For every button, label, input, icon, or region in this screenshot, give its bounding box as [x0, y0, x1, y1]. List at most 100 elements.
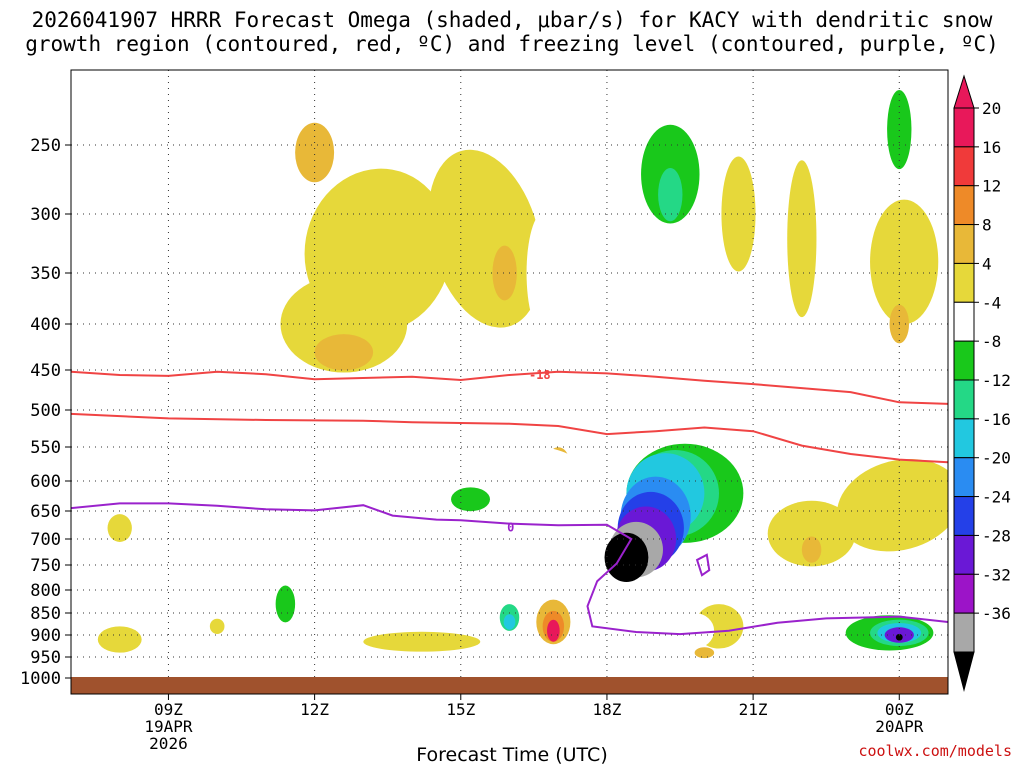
- omega-region--4-26: [636, 316, 695, 389]
- omega-region-4-9: [97, 626, 142, 653]
- y-tick-label-450: 450: [30, 361, 61, 381]
- colorbar-swatch--16: [953, 418, 975, 459]
- y-tick-label-600: 600: [30, 472, 61, 492]
- x-tick-label-21Z: 21Z: [739, 700, 768, 719]
- colorbar-label-16: 16: [982, 138, 1001, 157]
- y-tick-label-700: 700: [30, 530, 61, 550]
- colorbar-label--20: -20: [982, 449, 1011, 468]
- colorbar-max-triangle: [953, 74, 975, 109]
- omega-region-8-18: [694, 647, 715, 659]
- colorbar-swatch--28: [953, 534, 975, 575]
- y-tick-label-800: 800: [30, 581, 61, 601]
- x-tick-label-00Z: 00Z: [885, 700, 914, 719]
- colorbar-swatch--12: [953, 379, 975, 420]
- colorbar-swatch-12: [953, 185, 975, 226]
- x-tick-label-18Z: 18Z: [592, 700, 621, 719]
- x-tick-label-09Z: 09Z: [154, 700, 183, 719]
- colorbar-label--28: -28: [982, 526, 1011, 545]
- x-tick-year-09Z: 2026: [149, 734, 188, 753]
- colorbar-label-20: 20: [982, 99, 1001, 118]
- y-tick-label-500: 500: [30, 401, 61, 421]
- y-tick-label-300: 300: [30, 205, 61, 225]
- colorbar-label--24: -24: [982, 488, 1011, 507]
- chart-title-line1: 2026041907 HRRR Forecast Omega (shaded, …: [31, 8, 993, 32]
- omega-region-4-5: [870, 199, 939, 325]
- y-tick-label-650: 650: [30, 502, 61, 522]
- colorbar-min-triangle: [953, 651, 975, 692]
- freezing-level-loop: [695, 553, 711, 577]
- omega-region-8-14: [314, 334, 374, 371]
- credit-text: coolwx.com/models: [858, 742, 1012, 760]
- colorbar-label-4: 4: [982, 254, 992, 273]
- omega-region-4-6: [837, 458, 948, 552]
- omega-region-8-15: [492, 245, 517, 301]
- colorbar-label--12: -12: [982, 371, 1011, 390]
- omega-region-4-4: [787, 160, 817, 318]
- colorbar-label--8: -8: [982, 332, 1001, 351]
- colorbar-swatch--8: [953, 340, 975, 381]
- y-tick-label-850: 850: [30, 604, 61, 624]
- omega-region-below-min-55: [895, 633, 903, 641]
- omega-region--16-47: [503, 614, 516, 630]
- dgz-bottom-contour: [71, 412, 948, 464]
- y-tick-label-250: 250: [30, 136, 61, 156]
- omega-region--4-27: [110, 374, 129, 407]
- y-tick-label-950: 950: [30, 648, 61, 668]
- omega-region--4-24: [526, 212, 561, 334]
- dgz-top-contour: [71, 370, 948, 405]
- colorbar-swatch-20: [953, 107, 975, 148]
- colorbar-swatch--4: [953, 301, 975, 342]
- omega-region--8-38: [451, 487, 491, 512]
- colorbar-swatch--36: [953, 612, 975, 653]
- omega-region-4-3: [721, 156, 756, 272]
- plot-frame: [70, 69, 949, 695]
- omega-region--8-37: [887, 89, 912, 170]
- colorbar-label-8: 8: [982, 216, 992, 235]
- omega-region--8-39: [275, 585, 296, 623]
- colorbar-swatch--24: [953, 496, 975, 536]
- y-axis: 2503003504004505005506006507007508008509…: [20, 136, 71, 689]
- dgz-contour-label: -18: [529, 368, 551, 382]
- y-tick-label-350: 350: [30, 264, 61, 284]
- x-tick-date-09Z: 19APR: [144, 717, 193, 736]
- grid-lines: [71, 70, 948, 694]
- omega-region-8-17: [801, 536, 822, 563]
- x-tick-label-15Z: 15Z: [446, 700, 475, 719]
- x-tick-date-00Z: 20APR: [875, 717, 924, 736]
- x-axis-label: Forecast Time (UTC): [416, 744, 608, 766]
- colorbar-swatch-4: [953, 262, 975, 303]
- omega-region-20-23: [547, 619, 560, 642]
- omega-region-4-11: [209, 618, 225, 635]
- chart-title-line2: growth region (contoured, red, ºC) and f…: [25, 32, 999, 56]
- omega-region-4-8: [107, 514, 132, 542]
- colorbar-label--4: -4: [982, 293, 1001, 312]
- omega-region-4-10: [363, 631, 481, 652]
- colorbar-swatch--32: [953, 573, 975, 614]
- omega-region--12-42: [658, 167, 683, 222]
- ground-surface: [71, 677, 948, 694]
- colorbar-label-12: 12: [982, 177, 1001, 196]
- y-tick-label-400: 400: [30, 315, 61, 335]
- y-tick-label-550: 550: [30, 438, 61, 458]
- y-tick-label-750: 750: [30, 556, 61, 576]
- y-tick-label-900: 900: [30, 626, 61, 646]
- colorbar-swatch-16: [953, 146, 975, 187]
- freezing-contour-label: 0: [507, 520, 514, 534]
- omega-region--4-28: [699, 331, 710, 355]
- omega-region--4-30: [359, 445, 582, 530]
- omega-region-4-7: [767, 500, 856, 567]
- omega-region-8-13: [295, 122, 335, 183]
- colorbar: 20 16 12 8 4 -4 -8 -12 -16 -20 -24 -28 -32 -36: [953, 74, 1011, 692]
- omega-region--4-35: [675, 613, 715, 649]
- colorbar-swatch-8: [953, 224, 975, 264]
- contour-lines: -18 0: [71, 368, 948, 636]
- omega-shading: [97, 70, 948, 659]
- omega-region-below-min-54: [604, 532, 649, 583]
- colorbar-swatch--20: [953, 457, 975, 498]
- omega-region-4-1: [280, 275, 408, 373]
- colorbar-label--16: -16: [982, 410, 1011, 429]
- colorbar-label--36: -36: [982, 604, 1011, 623]
- x-tick-label-12Z: 12Z: [300, 700, 329, 719]
